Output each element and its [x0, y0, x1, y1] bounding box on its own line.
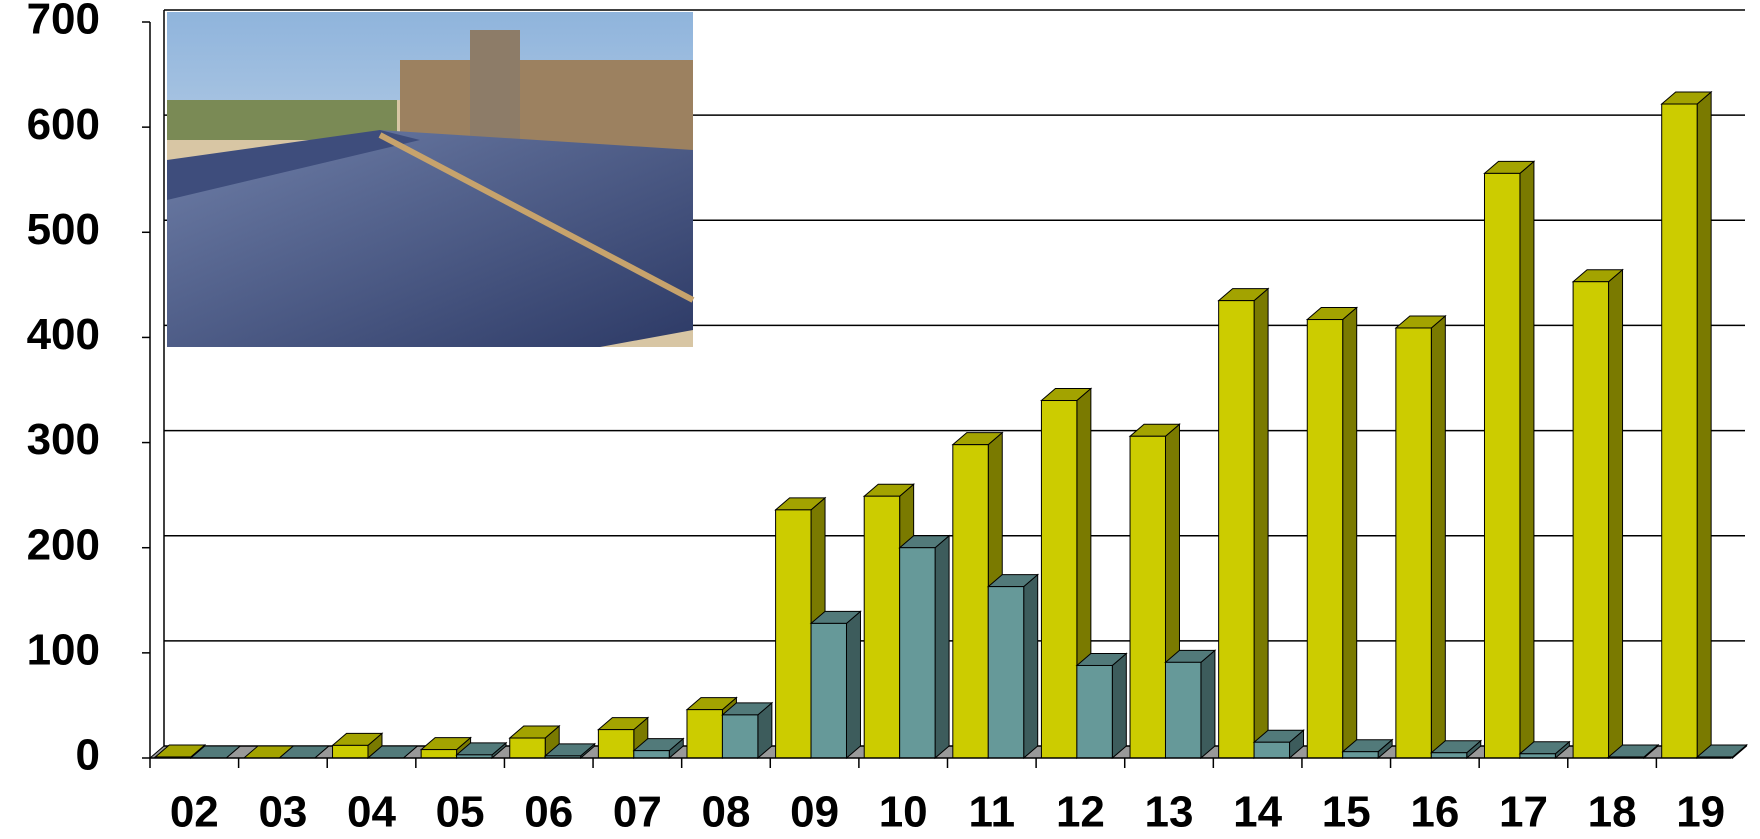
bar-group — [508, 724, 561, 760]
bar-side — [1342, 306, 1358, 760]
bar-side — [1023, 573, 1039, 760]
x-tick-label: 11 — [969, 788, 1016, 837]
bar — [633, 750, 670, 759]
bar — [1572, 281, 1610, 759]
bar — [721, 714, 759, 759]
x-tick-label: 14 — [1233, 788, 1282, 837]
bar-group — [1571, 268, 1624, 760]
bar-side — [1111, 652, 1127, 760]
bar-group — [331, 732, 384, 760]
bar-side — [845, 610, 861, 760]
y-tick-label: 700 — [27, 0, 100, 44]
y-tick-label: 400 — [27, 310, 100, 359]
bar-side — [1519, 160, 1535, 760]
x-tick-label: 19 — [1676, 788, 1725, 837]
photo — [167, 12, 695, 347]
bar-side — [934, 534, 950, 760]
bar — [1395, 327, 1432, 759]
bar-group — [1429, 739, 1483, 760]
bar — [1164, 661, 1202, 759]
bar — [420, 749, 458, 759]
bar-group — [1394, 314, 1447, 760]
bar-group — [986, 573, 1040, 760]
bar — [686, 709, 723, 759]
bar — [1661, 103, 1698, 759]
bar — [1306, 319, 1344, 759]
bar-group — [1607, 743, 1660, 760]
y-tick-label: 300 — [27, 415, 100, 464]
bar — [775, 509, 812, 759]
x-tick-label: 12 — [1056, 788, 1105, 837]
bar-group — [1305, 306, 1359, 760]
bar-group — [1164, 649, 1217, 760]
bar-group — [455, 741, 508, 760]
y-tick-label: 600 — [27, 100, 100, 149]
bar — [810, 622, 847, 759]
y-tick-label: 200 — [27, 520, 100, 569]
x-tick-label: 02 — [170, 788, 219, 837]
x-tick-label: 06 — [524, 788, 573, 837]
x-tick-label: 15 — [1322, 788, 1371, 837]
bar — [899, 547, 936, 759]
y-tick-label: 500 — [27, 205, 100, 254]
bar-group — [1128, 423, 1181, 760]
bar — [1076, 664, 1113, 759]
x-tick-label: 05 — [436, 788, 485, 837]
bar — [1253, 741, 1291, 759]
bar — [987, 586, 1025, 759]
bar-group — [543, 742, 597, 760]
x-tick-label: 16 — [1410, 788, 1459, 837]
bar — [332, 744, 369, 759]
bar-side — [1608, 268, 1624, 760]
bar-side — [1253, 287, 1269, 760]
bar — [1342, 751, 1379, 759]
bar-group — [1341, 738, 1394, 760]
bar-group — [1075, 652, 1128, 760]
x-tick-label: 09 — [790, 788, 839, 837]
bar-group — [597, 716, 650, 760]
bar-side — [1430, 314, 1446, 760]
x-tick-label: 10 — [879, 788, 928, 837]
y-tick-label: 0 — [76, 731, 100, 780]
bar-group — [1483, 160, 1536, 760]
x-tick-label: 18 — [1588, 788, 1637, 837]
x-tick-label: 13 — [1145, 788, 1194, 837]
bar-group — [809, 610, 862, 760]
bar-group — [366, 745, 419, 759]
bar — [1218, 300, 1255, 759]
x-tick-label: 17 — [1499, 788, 1548, 837]
bar-group — [1217, 287, 1270, 760]
bar — [863, 495, 901, 759]
bar — [1430, 752, 1468, 759]
bar-group — [1660, 90, 1713, 760]
bar-side — [1200, 649, 1216, 760]
x-tick-label: 07 — [613, 788, 662, 837]
bar — [952, 444, 989, 759]
x-tick-label: 08 — [701, 788, 750, 837]
bar — [1483, 172, 1521, 759]
bar-group — [1252, 729, 1305, 760]
bar-side — [1696, 90, 1712, 760]
x-tick-label: 04 — [347, 788, 396, 837]
bar — [1040, 400, 1078, 759]
bar-group — [721, 701, 774, 760]
bar — [1129, 435, 1166, 759]
bar-group — [632, 737, 685, 760]
bar-group — [898, 534, 951, 760]
y-tick-label: 100 — [27, 625, 100, 674]
x-tick-label: 03 — [258, 788, 307, 837]
bar — [509, 737, 546, 759]
bar — [597, 729, 635, 759]
plot-layer: 0 100 200 300 400 500 600 700 02 03 04 05 06 07 08 09 10… — [27, 0, 1748, 837]
